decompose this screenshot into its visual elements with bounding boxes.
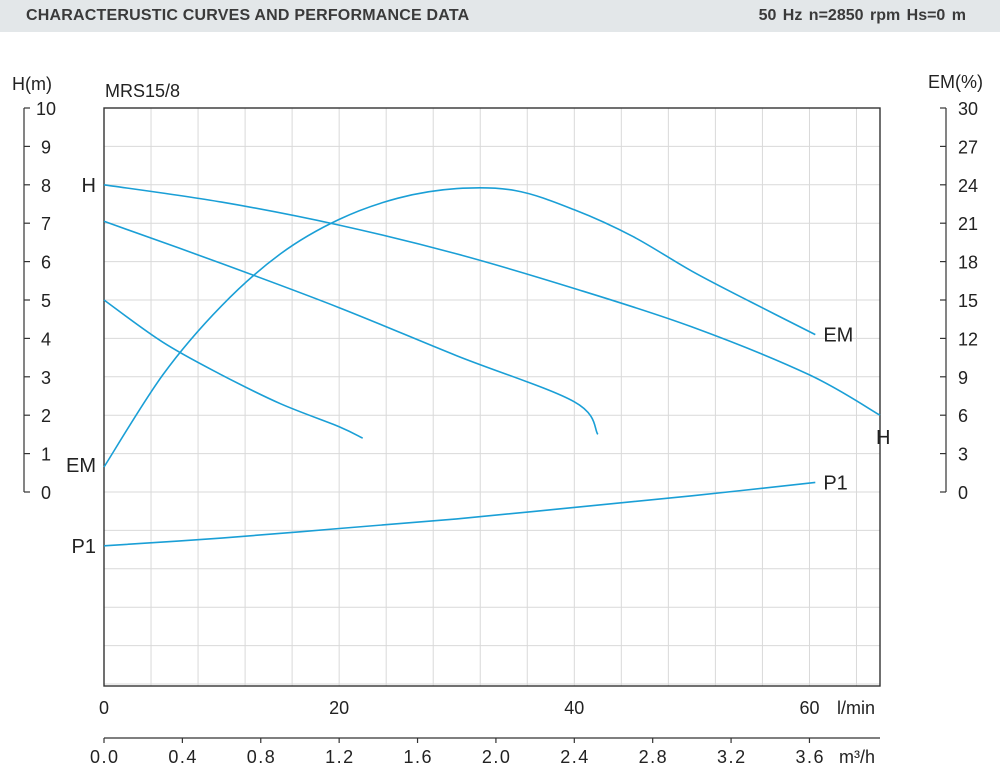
curve-4 [103, 481, 816, 547]
curve-label: H [876, 427, 890, 449]
left-axis-label: H(m) [12, 74, 52, 94]
right-axis-tick-label: 6 [958, 406, 968, 426]
chart-axes: H(m)012345678910EM(%)036912151821242730M… [12, 72, 983, 767]
x-axis-m3h-tick-label: 3 . 6 [795, 747, 823, 767]
chart-curves [103, 184, 881, 547]
left-axis-tick-label: 7 [41, 214, 51, 234]
right-axis-tick-label: 12 [958, 329, 978, 349]
chart-labels: H H EM EM P1 P1 [66, 175, 890, 558]
curve-1 [103, 220, 599, 435]
left-axis-tick-label: 9 [41, 137, 51, 157]
left-axis-tick-label: 10 [36, 99, 56, 119]
left-axis-tick-label: 2 [41, 406, 51, 426]
right-axis-tick-label: 3 [958, 445, 968, 465]
model-label: MRS15/8 [105, 81, 180, 101]
right-axis-tick-label: 18 [958, 253, 978, 273]
x-axis-lpm-tick-label: 40 [564, 698, 584, 718]
left-axis-tick-label: 6 [41, 253, 51, 273]
x-axis-m3h-tick-label: 0 . 4 [168, 747, 196, 767]
curve-label: EM [823, 325, 853, 347]
x-axis-lpm-label: l/min [837, 698, 875, 718]
right-axis-tick-label: 0 [958, 483, 968, 503]
right-axis-tick-label: 9 [958, 368, 968, 388]
right-axis-tick-label: 21 [958, 214, 978, 234]
right-axis-tick-label: 15 [958, 291, 978, 311]
left-axis-tick-label: 8 [41, 176, 51, 196]
left-axis-tick-label: 5 [41, 291, 51, 311]
curve-label: P1 [72, 536, 96, 558]
left-axis-tick-label: 1 [41, 445, 51, 465]
operating-parameters: 50 Hz n=2850 rpm Hs=0 m [758, 7, 966, 24]
x-axis-m3h-tick-label: 2 . 4 [560, 747, 588, 767]
x-axis-m3h-tick-label: 2 . 8 [639, 747, 667, 767]
x-axis-m3h-tick-label: 2 . 0 [482, 747, 510, 767]
curve-2 [103, 299, 364, 439]
x-axis-m3h-tick-label: 3 . 2 [717, 747, 745, 767]
curve-3 [103, 186, 816, 468]
right-axis-tick-label: 24 [958, 176, 978, 196]
x-axis-m3h-tick-label: 1 . 2 [325, 747, 353, 767]
chart-grid [104, 108, 880, 686]
x-axis-m3h-tick-label: 0 . 0 [90, 747, 118, 767]
x-axis-lpm-tick-label: 0 [99, 698, 109, 718]
right-axis-tick-label: 30 [958, 99, 978, 119]
x-axis-m3h-tick-label: 0 . 8 [247, 747, 275, 767]
curve-label: EM [66, 455, 96, 477]
curve-0 [103, 184, 881, 416]
curve-label: P1 [823, 472, 847, 494]
header-banner: CHARACTERUSTIC CURVES AND PERFORMANCE DA… [0, 0, 1000, 32]
x-axis-m3h-label: m³/h [839, 747, 875, 767]
x-axis-lpm-tick-label: 20 [329, 698, 349, 718]
curve-label: H [82, 175, 96, 197]
chart-title: CHARACTERUSTIC CURVES AND PERFORMANCE DA… [26, 7, 470, 24]
x-axis-lpm-tick-label: 60 [799, 698, 819, 718]
left-axis-tick-label: 3 [41, 368, 51, 388]
left-axis-tick-label: 4 [41, 329, 51, 349]
left-axis-tick-label: 0 [41, 483, 51, 503]
right-axis-label: EM(%) [928, 72, 983, 92]
x-axis-m3h-tick-label: 1 . 6 [404, 747, 432, 767]
plot-frame [103, 107, 881, 687]
right-axis-tick-label: 27 [958, 137, 978, 157]
